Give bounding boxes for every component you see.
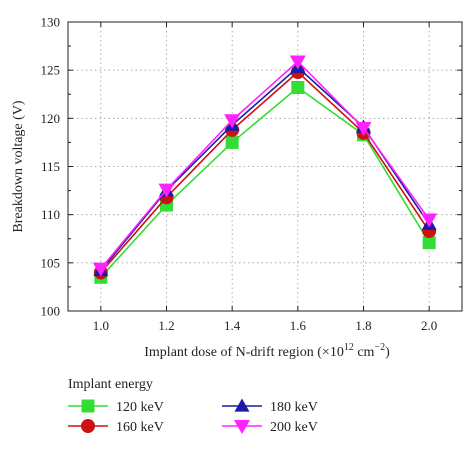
y-tick-label: 110 [41, 207, 60, 222]
data-point [421, 213, 438, 228]
legend-title: Implant energy [68, 377, 153, 392]
axis-ticks: 1.0 1.2 1.4 1.6 1.8 2.0 100 105 110 115 120 125 130 [41, 15, 462, 333]
series-line [100, 86, 430, 278]
data-point [291, 81, 305, 95]
x-axis-title-unit: cm [354, 345, 375, 360]
x-axis-title-unit-exponent: −2 [374, 342, 385, 353]
series-3 [92, 55, 438, 277]
x-tick-label: 1.6 [290, 318, 307, 333]
legend-item: 200 keV [222, 420, 318, 435]
data-point [289, 55, 306, 70]
data-point [225, 135, 239, 149]
x-axis-title-main: Implant dose of N-drift region (×10 [144, 345, 344, 360]
legend-label: 200 keV [270, 420, 318, 435]
y-tick-label: 125 [41, 63, 61, 78]
x-axis-title-exponent: 12 [344, 342, 354, 353]
x-tick-label: 1.0 [93, 318, 109, 333]
y-tick-label: 130 [41, 15, 61, 30]
legend-marker [81, 399, 95, 413]
x-tick-label: 2.0 [421, 318, 437, 333]
series-1 [93, 65, 437, 280]
y-tick-label: 105 [41, 255, 61, 270]
y-tick-label: 100 [41, 304, 61, 319]
series-2 [93, 59, 437, 277]
legend-label: 180 keV [270, 400, 318, 415]
x-tick-label: 1.8 [355, 318, 371, 333]
legend-label: 120 keV [116, 400, 164, 415]
x-tick-label: 1.2 [158, 318, 174, 333]
x-tick-label: 1.4 [224, 318, 241, 333]
grid [68, 22, 462, 311]
data-point [92, 262, 109, 277]
legend-marker [234, 420, 250, 434]
series-line [100, 66, 430, 272]
series-line [100, 71, 430, 273]
legend-label: 160 keV [116, 420, 164, 435]
legend-marker [81, 419, 95, 433]
data-point [422, 236, 436, 250]
x-axis-title: Implant dose of N-drift region (×1012 cm… [144, 342, 390, 360]
y-tick-label: 120 [41, 111, 61, 126]
data-point [158, 183, 175, 198]
data-point [355, 121, 372, 136]
legend-marker [234, 398, 250, 412]
legend-item: 180 keV [222, 398, 318, 415]
y-axis-title: Breakdown voltage (V) [11, 100, 26, 233]
series-0 [94, 81, 436, 284]
data-point [224, 114, 241, 129]
legend: 120 keV 160 keV 180 keV 200 keV [68, 398, 318, 435]
series-layer [92, 55, 438, 284]
legend-item: 160 keV [68, 419, 164, 435]
series-line [100, 60, 430, 270]
legend-item: 120 keV [68, 399, 164, 415]
x-axis-title-close: ) [385, 345, 390, 360]
y-tick-label: 115 [41, 159, 60, 174]
